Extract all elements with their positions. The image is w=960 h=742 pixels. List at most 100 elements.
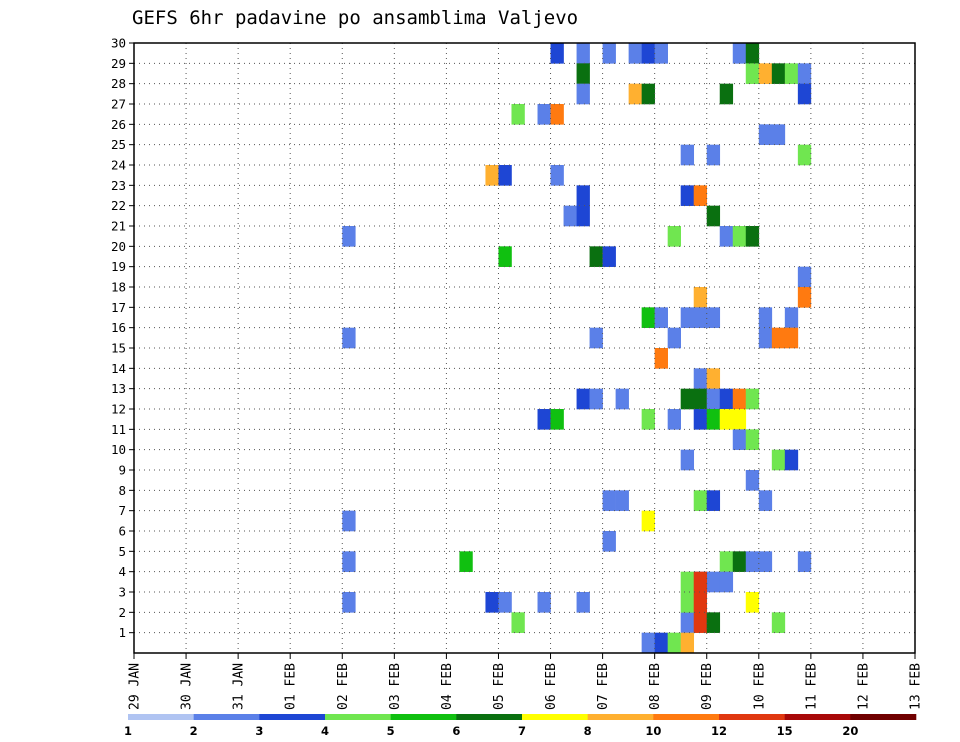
ytick-label-18: 18: [111, 280, 126, 295]
cell-94: [342, 551, 356, 572]
ytick-label-4: 4: [118, 564, 126, 579]
cell-64: [589, 388, 603, 410]
cell-31: [680, 185, 695, 206]
chart-title: GEFS 6hr padavine po ansamblima Valjevo: [132, 7, 578, 29]
cell-97: [732, 551, 747, 572]
colorbar-swatch-3: [325, 714, 391, 720]
cell-41: [498, 246, 512, 267]
colorbar-swatch-1: [193, 714, 260, 720]
ytick-label-12: 12: [111, 402, 126, 417]
cell-16: [641, 83, 655, 105]
cell-37: [667, 226, 681, 247]
cell-71: [745, 388, 760, 410]
cell-103: [719, 571, 734, 593]
cell-100: [797, 551, 812, 572]
cell-55: [589, 327, 603, 349]
colorbar-label-11: 20: [842, 724, 858, 738]
cell-75: [667, 409, 681, 430]
cell-63: [576, 388, 590, 410]
cell-20: [537, 104, 551, 125]
cell-6: [732, 43, 747, 64]
xtick-label-13: 11 FEB: [804, 663, 819, 710]
cell-112: [693, 612, 708, 633]
cell-56: [667, 327, 681, 349]
cell-116: [654, 632, 668, 654]
cell-60: [654, 348, 668, 369]
cell-43: [602, 246, 616, 267]
cell-27: [485, 165, 499, 186]
cell-7: [745, 43, 760, 64]
x-axis: 29 JAN 30 JAN 31 JAN 01 FEB 02 FEB 03 FEB 04 F…: [128, 653, 924, 710]
cell-18: [797, 83, 812, 105]
ytick-label-5: 5: [118, 544, 126, 559]
cell-92: [641, 510, 655, 532]
cell-95: [459, 551, 473, 572]
cell-15: [628, 83, 642, 105]
cell-14: [576, 83, 590, 105]
colorbar-swatch-2: [259, 714, 326, 720]
ytick-label-23: 23: [111, 178, 126, 193]
xtick-label-14: 12 FEB: [856, 663, 871, 710]
xtick-label-15: 13 FEB: [909, 663, 924, 710]
cell-72: [537, 409, 551, 430]
ytick-label-13: 13: [111, 381, 126, 396]
cell-109: [745, 592, 760, 613]
ytick-label-25: 25: [111, 137, 126, 152]
xtick-label-0: 29 JAN: [128, 663, 143, 710]
colorbar-swatch-4: [390, 714, 457, 720]
cell-93: [602, 531, 616, 552]
xtick-label-1: 30 JAN: [180, 663, 195, 710]
xtick-label-4: 02 FEB: [336, 663, 351, 710]
cell-36: [342, 226, 356, 247]
cell-35: [706, 205, 721, 227]
cell-69: [719, 388, 734, 410]
cell-65: [615, 388, 629, 410]
cell-105: [485, 592, 499, 613]
cell-57: [758, 327, 773, 349]
cell-32: [693, 185, 708, 206]
cell-34: [576, 205, 590, 227]
cell-120: [693, 571, 708, 593]
cell-33: [563, 205, 577, 227]
cell-114: [771, 612, 786, 633]
cell-88: [693, 490, 708, 511]
cell-91: [342, 510, 356, 532]
ytick-label-7: 7: [118, 503, 126, 518]
cell-50: [693, 307, 708, 328]
cell-96: [719, 551, 734, 572]
cell-29: [550, 165, 564, 186]
colorbar-label-6: 7: [518, 724, 526, 738]
ytick-label-8: 8: [118, 483, 126, 498]
xtick-label-8: 06 FEB: [544, 663, 559, 710]
ytick-label-22: 22: [111, 198, 126, 213]
cell-0: [550, 43, 564, 64]
cell-106: [498, 592, 512, 613]
ytick-label-6: 6: [118, 524, 126, 539]
cell-25: [706, 144, 721, 166]
cell-84: [784, 449, 799, 471]
colorbar-swatch-5: [456, 714, 523, 720]
cell-111: [680, 612, 695, 633]
colorbar-swatch-7: [587, 714, 654, 720]
cell-48: [654, 307, 668, 328]
cell-22: [758, 124, 773, 145]
ytick-label-1: 1: [118, 625, 126, 640]
colorbar-label-5: 6: [452, 724, 460, 738]
cell-23: [771, 124, 786, 145]
cell-77: [706, 409, 721, 430]
cell-46: [797, 287, 812, 308]
cell-2: [602, 43, 616, 64]
xtick-label-6: 04 FEB: [440, 663, 455, 710]
cell-54: [342, 327, 356, 349]
cell-5: [654, 43, 668, 64]
colorbar: 1 2 3 4 5 6 7 8 10 12 15 20: [124, 714, 917, 738]
ytick-label-20: 20: [111, 239, 126, 254]
colorbar-label-1: 2: [190, 724, 198, 738]
cell-17: [719, 83, 734, 105]
ytick-label-16: 16: [111, 320, 126, 335]
ytick-label-30: 30: [111, 36, 126, 51]
colorbar-label-8: 10: [645, 724, 661, 738]
cell-26: [797, 144, 812, 166]
ytick-label-14: 14: [111, 361, 126, 376]
